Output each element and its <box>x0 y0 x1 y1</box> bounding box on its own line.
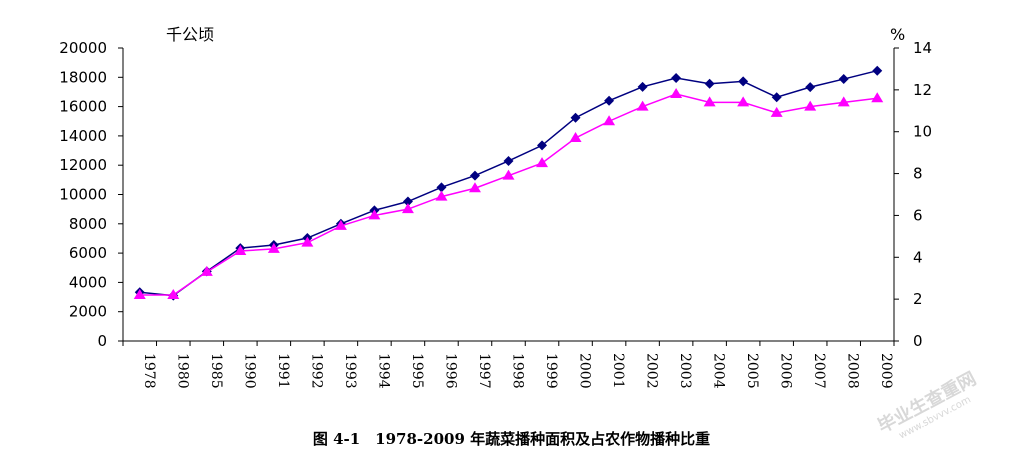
left-tick-label: 16000 <box>59 98 107 116</box>
data-point <box>670 88 683 99</box>
x-tick-label: 1998 <box>510 353 526 389</box>
x-tick-label: 1991 <box>275 353 291 389</box>
data-point <box>200 265 213 276</box>
line-chart: 0 2000 4000 6000 8000 10000 12000 14000 16000 180… <box>59 25 932 389</box>
left-axis-unit: 千公顷 <box>166 25 214 44</box>
plot-area: 0 2000 4000 6000 8000 10000 12000 14000 16000 180… <box>59 39 932 389</box>
left-tick-label: 10000 <box>59 186 107 204</box>
x-tick-label: 1999 <box>543 353 559 389</box>
data-point <box>469 170 480 181</box>
x-tick-label: 1990 <box>241 353 257 389</box>
data-point <box>468 182 481 193</box>
left-tick-label: 18000 <box>59 68 107 86</box>
x-tick-label: 1995 <box>409 353 425 389</box>
data-point <box>872 65 883 76</box>
x-tick-label: 1996 <box>442 353 458 389</box>
right-tick-label: 14 <box>913 39 932 57</box>
right-tick-label: 6 <box>913 206 923 224</box>
data-point <box>334 219 347 230</box>
data-point <box>771 92 782 103</box>
data-point <box>637 81 648 92</box>
data-point <box>301 236 314 247</box>
x-tick-label: 2003 <box>677 353 693 389</box>
data-point <box>368 209 381 220</box>
data-point <box>167 288 180 299</box>
x-tick-label: 2007 <box>811 353 827 389</box>
data-point <box>436 182 447 193</box>
left-tick-label: 8000 <box>69 215 107 233</box>
x-tick-label: 2008 <box>845 353 861 389</box>
left-tick-label: 14000 <box>59 127 107 145</box>
data-point <box>402 196 413 207</box>
data-point <box>871 92 884 103</box>
data-point <box>603 115 616 126</box>
x-tick-label: 1993 <box>342 353 358 389</box>
left-tick-label: 4000 <box>69 273 107 291</box>
data-point <box>770 106 783 117</box>
left-tick-label: 12000 <box>59 156 107 174</box>
data-point <box>503 155 514 166</box>
right-tick-label: 4 <box>913 248 923 266</box>
data-point <box>704 78 715 89</box>
x-tick-label: 2001 <box>610 353 626 389</box>
x-tick-label: 1992 <box>308 353 324 389</box>
data-point <box>267 242 280 253</box>
figure-caption: 图 4-1 1978-2009 年蔬菜播种面积及占农作物播种比重 <box>312 430 711 448</box>
data-point <box>805 82 816 93</box>
data-point <box>671 73 682 84</box>
right-tick-label: 10 <box>913 123 932 141</box>
x-tick-label: 1980 <box>174 353 190 389</box>
x-tick-label: 2004 <box>711 353 727 389</box>
right-axis-unit: % <box>890 25 905 44</box>
right-tick-label: 8 <box>913 165 923 183</box>
data-point <box>604 95 615 106</box>
data-point <box>537 140 548 151</box>
x-tick-label: 1985 <box>208 353 224 389</box>
x-tick-label: 1978 <box>141 353 157 389</box>
left-tick-label: 20000 <box>59 39 107 57</box>
data-point <box>502 169 515 180</box>
data-point <box>569 131 582 142</box>
data-point <box>536 157 549 168</box>
data-point <box>570 112 581 123</box>
data-point <box>401 203 414 214</box>
data-point <box>636 100 649 111</box>
left-tick-label: 0 <box>97 332 107 350</box>
data-point <box>837 96 850 107</box>
x-tick-label: 1997 <box>476 353 492 389</box>
series-line-1 <box>139 69 878 297</box>
x-tick-label: 1994 <box>375 353 391 389</box>
data-point <box>703 96 716 107</box>
x-tick-label: 2000 <box>577 353 593 389</box>
series-line-2 <box>139 93 878 296</box>
data-point <box>737 96 750 107</box>
right-tick-label: 2 <box>913 290 923 308</box>
data-point <box>738 76 749 87</box>
left-tick-label: 6000 <box>69 244 107 262</box>
x-tick-label: 2009 <box>878 353 894 389</box>
right-tick-label: 0 <box>913 332 923 350</box>
data-point <box>435 190 448 201</box>
x-tick-label: 2002 <box>644 353 660 389</box>
data-point <box>234 245 247 256</box>
data-point <box>804 100 817 111</box>
data-point <box>838 74 849 85</box>
left-tick-label: 2000 <box>69 303 107 321</box>
x-tick-label: 2005 <box>744 353 760 389</box>
right-tick-label: 12 <box>913 81 932 99</box>
x-tick-label: 2006 <box>778 353 794 389</box>
data-point <box>133 288 146 299</box>
